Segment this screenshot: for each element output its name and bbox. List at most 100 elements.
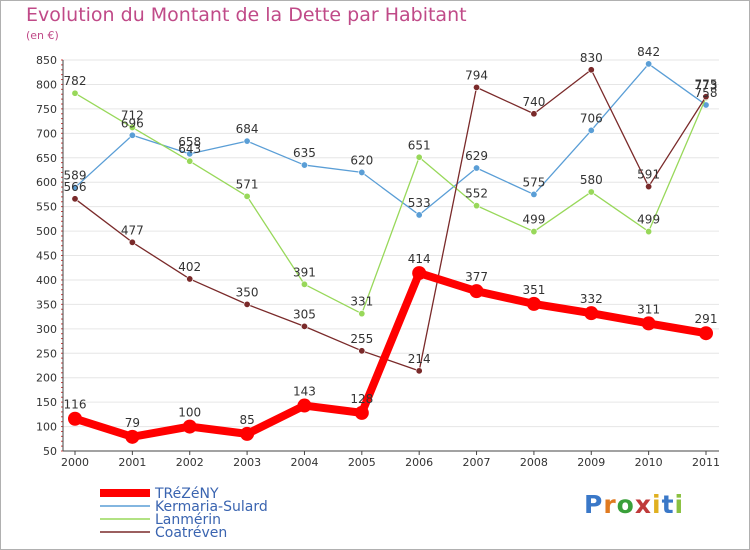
x-tick-label: 2004 bbox=[290, 456, 318, 469]
x-axis-ticks: 2000 2001 2002 2003 2004 2005 2006 2007 2008 2009… bbox=[61, 456, 720, 469]
data-label: 79 bbox=[125, 416, 140, 430]
y-tick-label: 600 bbox=[36, 176, 57, 189]
logo-letter: P bbox=[584, 490, 604, 519]
data-label: 214 bbox=[408, 352, 431, 366]
data-label: 635 bbox=[293, 146, 316, 160]
data-point bbox=[358, 310, 366, 318]
legend-label: Lanmérin bbox=[155, 512, 221, 528]
logo-letter: x bbox=[634, 490, 652, 519]
x-tick-label: 2008 bbox=[520, 456, 548, 469]
data-label: 332 bbox=[580, 292, 603, 306]
data-point bbox=[297, 398, 312, 413]
data-point bbox=[473, 83, 481, 91]
data-point bbox=[702, 93, 710, 101]
x-tick-label: 2011 bbox=[692, 456, 720, 469]
data-label: 842 bbox=[637, 45, 660, 59]
data-label: 533 bbox=[408, 196, 431, 210]
proxiti-logo: Proxiti bbox=[584, 490, 684, 519]
data-point bbox=[125, 429, 140, 444]
data-point bbox=[128, 131, 136, 139]
data-point bbox=[71, 89, 79, 97]
data-label: 85 bbox=[239, 413, 254, 427]
data-label: 758 bbox=[695, 86, 718, 100]
data-point bbox=[412, 266, 427, 281]
data-label: 706 bbox=[580, 111, 603, 125]
y-tick-label: 800 bbox=[36, 78, 57, 91]
legend-label: Kermaria-Sulard bbox=[155, 499, 268, 515]
data-point bbox=[415, 153, 423, 161]
data-point bbox=[71, 184, 79, 192]
data-label: 571 bbox=[236, 177, 259, 191]
y-tick-label: 300 bbox=[36, 323, 57, 336]
x-tick-label: 2005 bbox=[348, 456, 376, 469]
legend-label: Coatréven bbox=[155, 525, 227, 541]
data-label: 589 bbox=[64, 169, 87, 183]
data-label: 566 bbox=[64, 180, 87, 194]
data-label: 350 bbox=[236, 285, 259, 299]
axes bbox=[61, 59, 719, 455]
series-group bbox=[68, 60, 713, 444]
y-tick-label: 100 bbox=[36, 421, 57, 434]
data-point bbox=[645, 60, 653, 68]
logo-letter: i bbox=[652, 490, 662, 519]
data-point bbox=[243, 192, 251, 200]
series-line bbox=[74, 63, 707, 216]
data-label: 773 bbox=[695, 79, 718, 93]
data-label: 255 bbox=[350, 332, 373, 346]
data-point bbox=[300, 322, 308, 330]
data-label: 311 bbox=[637, 302, 660, 316]
data-label: 351 bbox=[522, 283, 545, 297]
data-point bbox=[186, 150, 194, 158]
data-point bbox=[641, 316, 656, 331]
y-tick-label: 500 bbox=[36, 225, 57, 238]
data-label: 830 bbox=[580, 51, 603, 65]
data-point bbox=[243, 137, 251, 145]
data-label: 591 bbox=[637, 168, 660, 182]
series-line bbox=[74, 69, 707, 372]
data-point bbox=[358, 347, 366, 355]
y-tick-label: 650 bbox=[36, 152, 57, 165]
y-tick-label: 750 bbox=[36, 103, 57, 116]
data-point bbox=[473, 164, 481, 172]
logo-letter: o bbox=[616, 490, 635, 519]
data-label: 658 bbox=[178, 135, 201, 149]
data-label: 499 bbox=[522, 213, 545, 227]
data-point bbox=[530, 228, 538, 236]
data-label: 775 bbox=[695, 78, 718, 92]
data-point bbox=[699, 326, 713, 341]
y-tick-label: 50 bbox=[43, 445, 57, 458]
y-axis-ticks: 50 100 150 200 250 300 350 400 450 500 550 600 650 70… bbox=[36, 54, 57, 458]
data-label: 643 bbox=[178, 142, 201, 156]
data-label: 414 bbox=[408, 252, 431, 266]
data-point bbox=[186, 157, 194, 165]
data-label: 377 bbox=[465, 270, 488, 284]
x-tick-label: 2006 bbox=[405, 456, 433, 469]
data-point bbox=[415, 211, 423, 219]
logo-letter: t bbox=[661, 490, 675, 519]
data-point bbox=[530, 110, 538, 118]
y-tick-label: 700 bbox=[36, 127, 57, 140]
y-tick-label: 150 bbox=[36, 396, 57, 409]
data-label: 782 bbox=[64, 74, 87, 88]
data-point bbox=[526, 296, 541, 311]
data-label: 712 bbox=[121, 108, 144, 122]
data-point bbox=[587, 126, 595, 134]
unit-label: (en €) bbox=[26, 29, 59, 42]
data-label: 740 bbox=[522, 95, 545, 109]
logo-letter: r bbox=[603, 490, 617, 519]
data-label: 684 bbox=[236, 122, 259, 136]
data-point bbox=[68, 411, 82, 426]
data-label: 291 bbox=[695, 312, 718, 326]
data-point bbox=[584, 306, 599, 321]
data-point bbox=[530, 190, 538, 198]
data-point bbox=[358, 168, 366, 176]
data-point bbox=[300, 280, 308, 288]
data-label: 143 bbox=[293, 385, 316, 399]
data-label: 391 bbox=[293, 265, 316, 279]
data-label: 499 bbox=[637, 213, 660, 227]
data-label: 696 bbox=[121, 116, 144, 130]
data-point bbox=[186, 275, 194, 283]
data-point bbox=[587, 66, 595, 74]
logo-letter: i bbox=[674, 490, 685, 519]
series-line bbox=[71, 269, 710, 441]
